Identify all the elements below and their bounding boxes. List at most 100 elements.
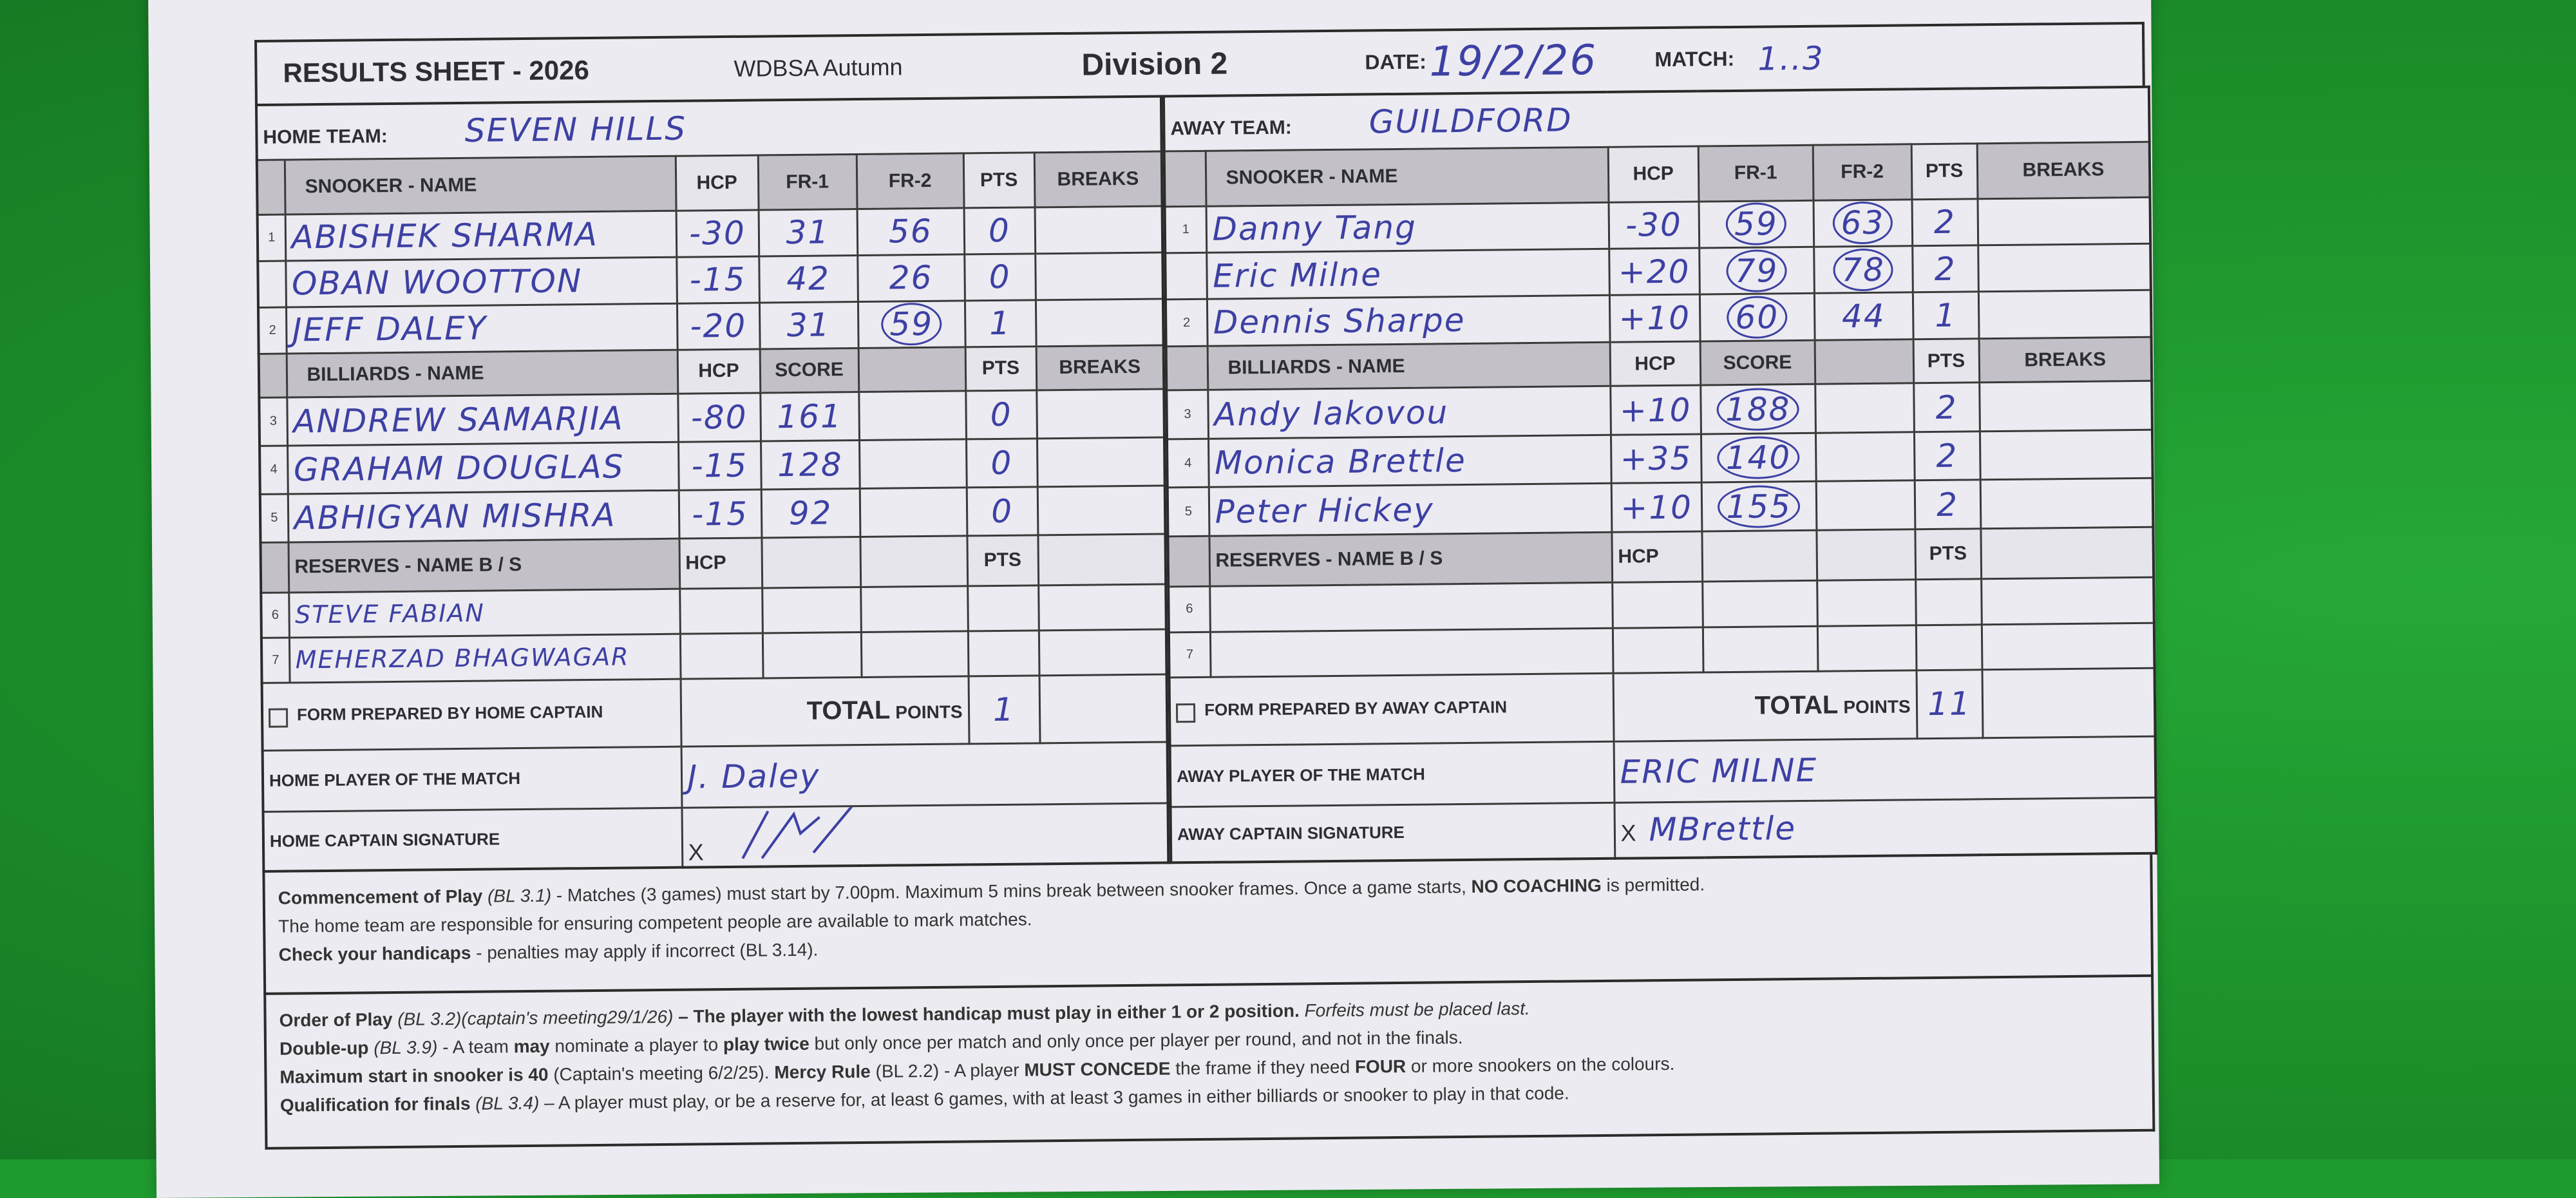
reserve-cell[interactable] [1038, 629, 1167, 676]
reserve-cell[interactable] [1981, 622, 2155, 670]
frame-2-score[interactable]: 56 [857, 207, 965, 256]
blank-cell[interactable] [1815, 432, 1915, 482]
reserve-cell[interactable] [1612, 582, 1703, 628]
points[interactable]: 0 [966, 486, 1038, 536]
frame-1-score[interactable]: 31 [758, 209, 858, 256]
breaks[interactable] [1034, 205, 1163, 254]
signature-cell[interactable]: X MBrettle [1614, 797, 2157, 859]
reserve-cell[interactable] [1981, 577, 2154, 625]
match-value[interactable]: 1..3 [1757, 39, 1825, 78]
points[interactable]: 2 [1914, 480, 1981, 529]
blank-cell[interactable] [859, 487, 967, 537]
reserve-cell[interactable] [1915, 624, 1982, 670]
reserve-name[interactable]: MEHERZAD BHAGWAGAR [289, 633, 681, 683]
blank-cell[interactable] [1815, 383, 1915, 433]
breaks[interactable] [1037, 485, 1166, 535]
handicap[interactable]: -30 [676, 209, 759, 257]
reserve-name[interactable] [1209, 582, 1613, 632]
player-name[interactable]: Danny Tang [1206, 202, 1609, 253]
blank-cell[interactable] [858, 390, 966, 441]
handicap[interactable]: -15 [678, 489, 762, 538]
frame-2-score[interactable]: 44 [1814, 292, 1913, 341]
frame-1-score[interactable]: 79 [1699, 247, 1814, 295]
score[interactable]: 188 [1700, 384, 1816, 434]
reserve-cell[interactable] [1817, 580, 1916, 626]
handicap[interactable]: -20 [676, 302, 760, 350]
reserve-cell[interactable] [967, 630, 1039, 676]
potm-value[interactable]: J. Daley [681, 741, 1168, 808]
breaks[interactable] [1036, 437, 1165, 487]
player-name[interactable]: Dennis Sharpe [1207, 295, 1610, 347]
points[interactable]: 2 [1912, 245, 1978, 293]
breaks[interactable] [1035, 298, 1164, 347]
total-points[interactable]: 11 [1916, 669, 1983, 739]
points[interactable]: 0 [964, 253, 1036, 301]
handicap[interactable]: -15 [676, 256, 759, 303]
form-prepared-checkbox[interactable] [1176, 703, 1196, 723]
points[interactable]: 2 [1913, 383, 1980, 432]
handicap[interactable]: +35 [1611, 433, 1701, 484]
reserve-cell[interactable] [679, 587, 762, 634]
signature-cell[interactable]: X [681, 803, 1169, 868]
points[interactable]: 0 [965, 438, 1037, 488]
team-name[interactable]: SEVEN HILLS [464, 109, 687, 149]
player-name[interactable]: ABISHEK SHARMA [285, 210, 677, 261]
player-name[interactable]: Andy Iakovou [1208, 386, 1611, 439]
breaks[interactable] [1977, 196, 2151, 245]
player-name[interactable]: ABHIGYAN MISHRA [287, 490, 679, 542]
score[interactable]: 128 [761, 440, 860, 490]
frame-1-score[interactable]: 42 [759, 255, 858, 303]
reserve-name[interactable]: STEVE FABIAN [289, 588, 680, 638]
frame-2-score[interactable]: 59 [857, 300, 965, 348]
breaks[interactable] [1978, 290, 2152, 339]
player-name[interactable]: Peter Hickey [1208, 483, 1612, 537]
blank-cell[interactable] [1815, 480, 1915, 531]
score[interactable]: 155 [1701, 481, 1817, 531]
frame-2-score[interactable]: 26 [857, 254, 965, 302]
frame-1-score[interactable]: 59 [1698, 200, 1814, 248]
reserve-cell[interactable] [1038, 584, 1166, 631]
blank-cell[interactable] [859, 439, 967, 489]
player-name[interactable]: OBAN WOOTTON [285, 256, 677, 307]
breaks[interactable] [1979, 381, 2153, 432]
reserve-cell[interactable] [1702, 625, 1818, 673]
handicap[interactable]: +10 [1611, 482, 1702, 533]
reserve-cell[interactable] [762, 587, 861, 633]
frame-2-score[interactable]: 78 [1814, 245, 1913, 294]
player-name[interactable]: Eric Milne [1206, 249, 1609, 300]
reserve-cell[interactable] [762, 632, 862, 678]
handicap[interactable]: -15 [678, 441, 761, 490]
reserve-cell[interactable] [860, 631, 969, 677]
breaks[interactable] [1980, 430, 2153, 480]
points[interactable]: 2 [1914, 431, 1980, 481]
handicap[interactable]: +10 [1609, 294, 1700, 343]
frame-2-score[interactable]: 63 [1813, 199, 1913, 247]
reserve-cell[interactable] [1817, 625, 1917, 672]
handicap[interactable]: +20 [1609, 247, 1700, 296]
frame-1-score[interactable]: 31 [759, 301, 858, 349]
score[interactable]: 92 [761, 488, 860, 538]
form-prepared-checkbox[interactable] [268, 708, 289, 728]
points[interactable]: 0 [965, 390, 1037, 439]
score[interactable]: 140 [1701, 433, 1816, 483]
reserve-name[interactable] [1209, 627, 1613, 678]
reserve-cell[interactable] [1915, 579, 1982, 625]
player-name[interactable]: ANDREW SAMARJIA [287, 393, 679, 446]
frame-1-score[interactable]: 60 [1699, 293, 1815, 341]
breaks[interactable] [1978, 243, 2152, 292]
player-name[interactable]: JEFF DALEY [285, 303, 677, 354]
reserve-cell[interactable] [679, 632, 763, 679]
breaks[interactable] [1980, 478, 2154, 529]
score[interactable]: 161 [760, 392, 860, 441]
handicap[interactable]: +10 [1610, 385, 1701, 435]
breaks[interactable] [1035, 252, 1163, 300]
total-points[interactable]: 1 [968, 675, 1040, 744]
team-name[interactable]: GUILDFORD [1368, 101, 1573, 141]
reserve-cell[interactable] [1702, 580, 1817, 627]
handicap[interactable]: -30 [1608, 201, 1700, 249]
reserve-cell[interactable] [1612, 627, 1703, 674]
player-name[interactable]: Monica Brettle [1208, 435, 1611, 488]
points[interactable]: 2 [1911, 198, 1978, 246]
reserve-cell[interactable] [967, 585, 1039, 631]
handicap[interactable]: -80 [677, 392, 761, 442]
